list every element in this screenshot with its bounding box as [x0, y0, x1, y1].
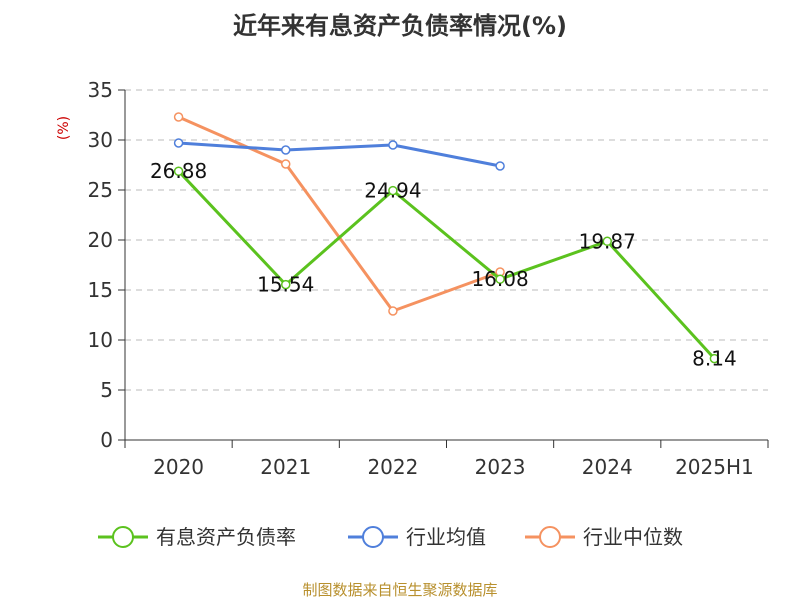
legend-swatch-marker	[539, 526, 561, 548]
legend-swatch-marker	[362, 526, 384, 548]
series-point-1	[173, 138, 184, 148]
series-point-2	[173, 112, 184, 122]
legend: 有息资产负债率 行业均值 行业中位数	[98, 525, 683, 549]
x-tick-label: 2024	[582, 455, 633, 479]
legend-label: 行业均值	[406, 525, 486, 549]
series-line-1	[178, 141, 501, 168]
x-tick-label: 2025H1	[675, 455, 754, 479]
legend-swatch-marker	[112, 526, 134, 548]
legend-label: 有息资产负债率	[156, 525, 296, 549]
y-tick-label: 20	[88, 228, 113, 252]
series-point-1	[281, 145, 291, 155]
legend-label: 行业中位数	[583, 525, 683, 549]
series-point-0	[173, 166, 184, 176]
series-line-0	[177, 170, 716, 360]
series-point-0	[281, 279, 291, 290]
y-tick-label: 35	[88, 78, 113, 102]
series-point-1	[495, 161, 505, 171]
data-label: 8.14	[692, 347, 737, 371]
chart-title: 近年来有息资产负债率情况(%)	[233, 12, 567, 40]
y-tick-label: 0	[100, 428, 113, 452]
x-tick-label: 2021	[260, 455, 311, 479]
x-tick-label: 2020	[153, 455, 204, 479]
data-label: 24.94	[364, 179, 421, 203]
series-point-0	[495, 274, 505, 284]
y-tick-label: 30	[88, 128, 113, 152]
y-tick-label: 15	[88, 278, 113, 302]
series-point-0	[709, 353, 720, 364]
axes: 0 5 10 15 20 25 30 35 2020 2021 2022 2023 2024 2025H1	[88, 78, 769, 479]
y-tick-label: 5	[100, 378, 113, 402]
data-label: 16.08	[471, 267, 528, 291]
y-tick-label: 25	[88, 178, 113, 202]
data-label: 19.87	[579, 229, 636, 253]
series-point-2	[388, 306, 398, 316]
series-point-0	[388, 185, 398, 196]
data-labels: 26.88 15.54 24.94 16.08 19.87 8.14	[150, 159, 737, 370]
y-tick-label: 10	[88, 328, 113, 352]
series-layer	[173, 112, 720, 364]
data-label: 26.88	[150, 159, 207, 183]
x-tick-label: 2022	[367, 455, 418, 479]
series-point-0	[602, 236, 612, 247]
y-unit-label: (%)	[56, 116, 72, 140]
series-point-2	[281, 159, 291, 169]
data-label: 15.54	[257, 273, 314, 297]
source-note: 制图数据来自恒生聚源数据库	[302, 581, 497, 599]
x-tick-label: 2023	[475, 455, 526, 479]
series-point-1	[388, 140, 398, 150]
